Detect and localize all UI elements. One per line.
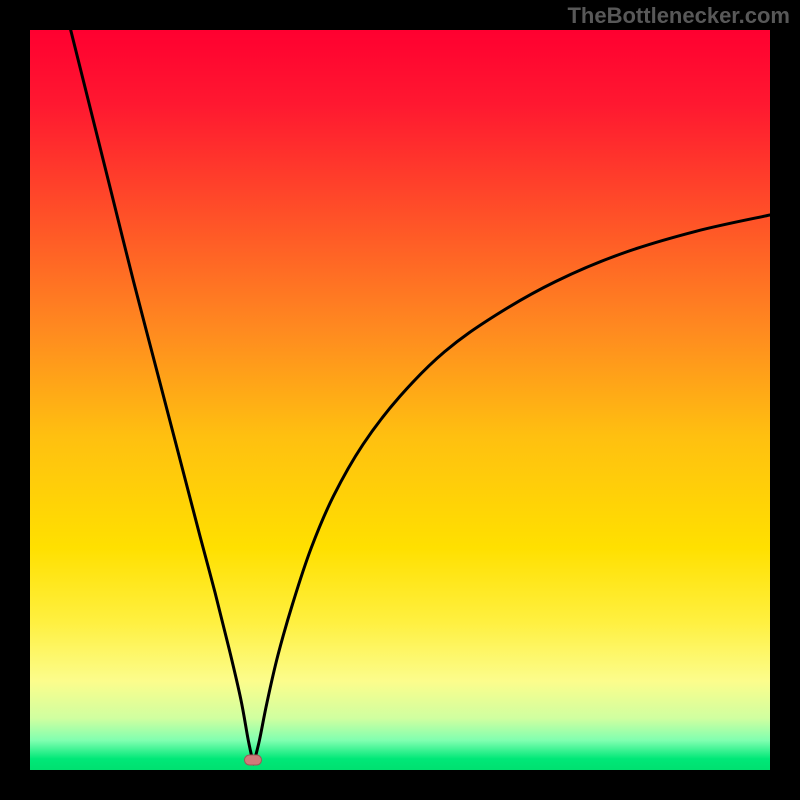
curve-layer: [30, 30, 770, 770]
bottleneck-curve: [71, 30, 770, 764]
chart-frame: TheBottlenecker.com: [0, 0, 800, 800]
plot-area: [30, 30, 770, 770]
watermark-text: TheBottlenecker.com: [567, 3, 790, 29]
optimum-marker: [244, 755, 262, 766]
